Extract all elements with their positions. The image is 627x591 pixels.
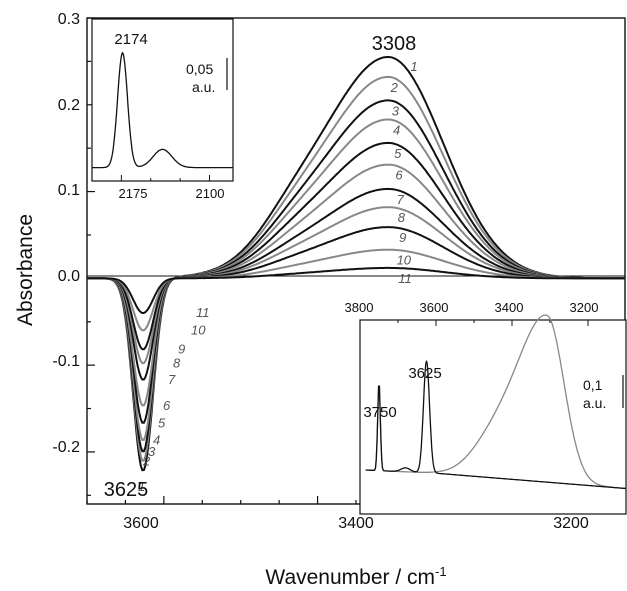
- x-tick-label-3400: 3400: [338, 515, 374, 532]
- series-7-peak-label: 7: [397, 192, 405, 207]
- series-5-peak-label: 5: [394, 146, 402, 161]
- inset-oh-peak-label-3750: 3750: [363, 404, 396, 421]
- series-9-peak-label: 9: [399, 230, 406, 245]
- series-11-peak-label: 11: [398, 271, 412, 286]
- series-9-trough-label: 9: [178, 342, 185, 357]
- inset-co-plot-frame: [91, 18, 234, 182]
- inset-co-x-tick-2100: 2100: [196, 186, 225, 201]
- series-1-trough-label: 1: [138, 479, 145, 494]
- y-tick-label-minus-0.2: -0.2: [52, 439, 80, 456]
- series-5-trough-label: 5: [158, 415, 166, 430]
- inset-oh-black-curve: [365, 360, 626, 490]
- series-3-trough-label: 3: [148, 444, 156, 459]
- x-tick-label-3200: 3200: [553, 515, 589, 532]
- series-11-trough-label: 11: [196, 305, 210, 320]
- y-tick-label-0.3: 0.3: [58, 11, 80, 28]
- y-tick-label-0.0: 0.0: [58, 268, 80, 285]
- y-axis-label: Absorbance: [14, 214, 37, 326]
- y-tick-label-0.1: 0.1: [58, 182, 80, 199]
- inset-oh-tick-marks: [359, 320, 627, 326]
- series-1-peak-label: 1: [410, 59, 417, 74]
- inset-oh-x-tick-3800: 3800: [345, 300, 374, 315]
- y-tick-label-0.2: 0.2: [58, 97, 80, 114]
- x-axis-label: Wavenumber / cm-1: [265, 564, 446, 589]
- series-6-peak-label: 6: [395, 168, 403, 183]
- series-10-peak-label: 10: [397, 253, 412, 268]
- peak-label-3308: 3308: [372, 33, 417, 55]
- peak-label-3625: 3625: [104, 479, 149, 501]
- inset-oh-x-tick-3600: 3600: [420, 300, 449, 315]
- inset-oh-x-tick-3400: 3400: [495, 300, 524, 315]
- y-tick-label-minus-0.1: -0.1: [52, 353, 80, 370]
- series-8-trough-label: 8: [173, 355, 181, 370]
- series-2-peak-label: 2: [390, 80, 399, 95]
- inset-co-curve: [92, 51, 233, 169]
- inset-oh-x-tick-3200: 3200: [570, 300, 599, 315]
- series-2-trough-label: 2: [142, 453, 151, 468]
- series-8-peak-label: 8: [398, 210, 406, 225]
- inset-oh-peak-label-3625: 3625: [408, 365, 441, 382]
- inset-co-tick-marks: [120, 175, 210, 181]
- inset-oh-grey-curve: [365, 314, 626, 490]
- series-7-trough-label: 7: [168, 372, 176, 387]
- series-4-trough-label: 4: [153, 433, 160, 448]
- series-6-trough-label: 6: [163, 398, 171, 413]
- inset-co-scale-unit: a.u.: [192, 79, 215, 95]
- series-11-line: [87, 266, 625, 314]
- x-axis-label-text: Wavenumber / cm: [265, 566, 435, 589]
- x-tick-label-3600: 3600: [123, 515, 159, 532]
- inset-co-scale-value: 0,05: [186, 61, 213, 77]
- x-axis-label-superscript: -1: [435, 564, 447, 579]
- main-series-group: [86, 56, 625, 472]
- series-10-trough-label: 10: [191, 322, 206, 337]
- series-4-peak-label: 4: [393, 123, 400, 138]
- series-3-peak-label: 3: [392, 103, 400, 118]
- inset-oh-scale-unit: a.u.: [583, 395, 606, 411]
- inset-co-x-tick-2175: 2175: [119, 186, 148, 201]
- inset-oh-scale-value: 0,1: [583, 377, 603, 393]
- series-10-line: [87, 248, 625, 332]
- inset-co-peak-label: 2174: [114, 31, 147, 48]
